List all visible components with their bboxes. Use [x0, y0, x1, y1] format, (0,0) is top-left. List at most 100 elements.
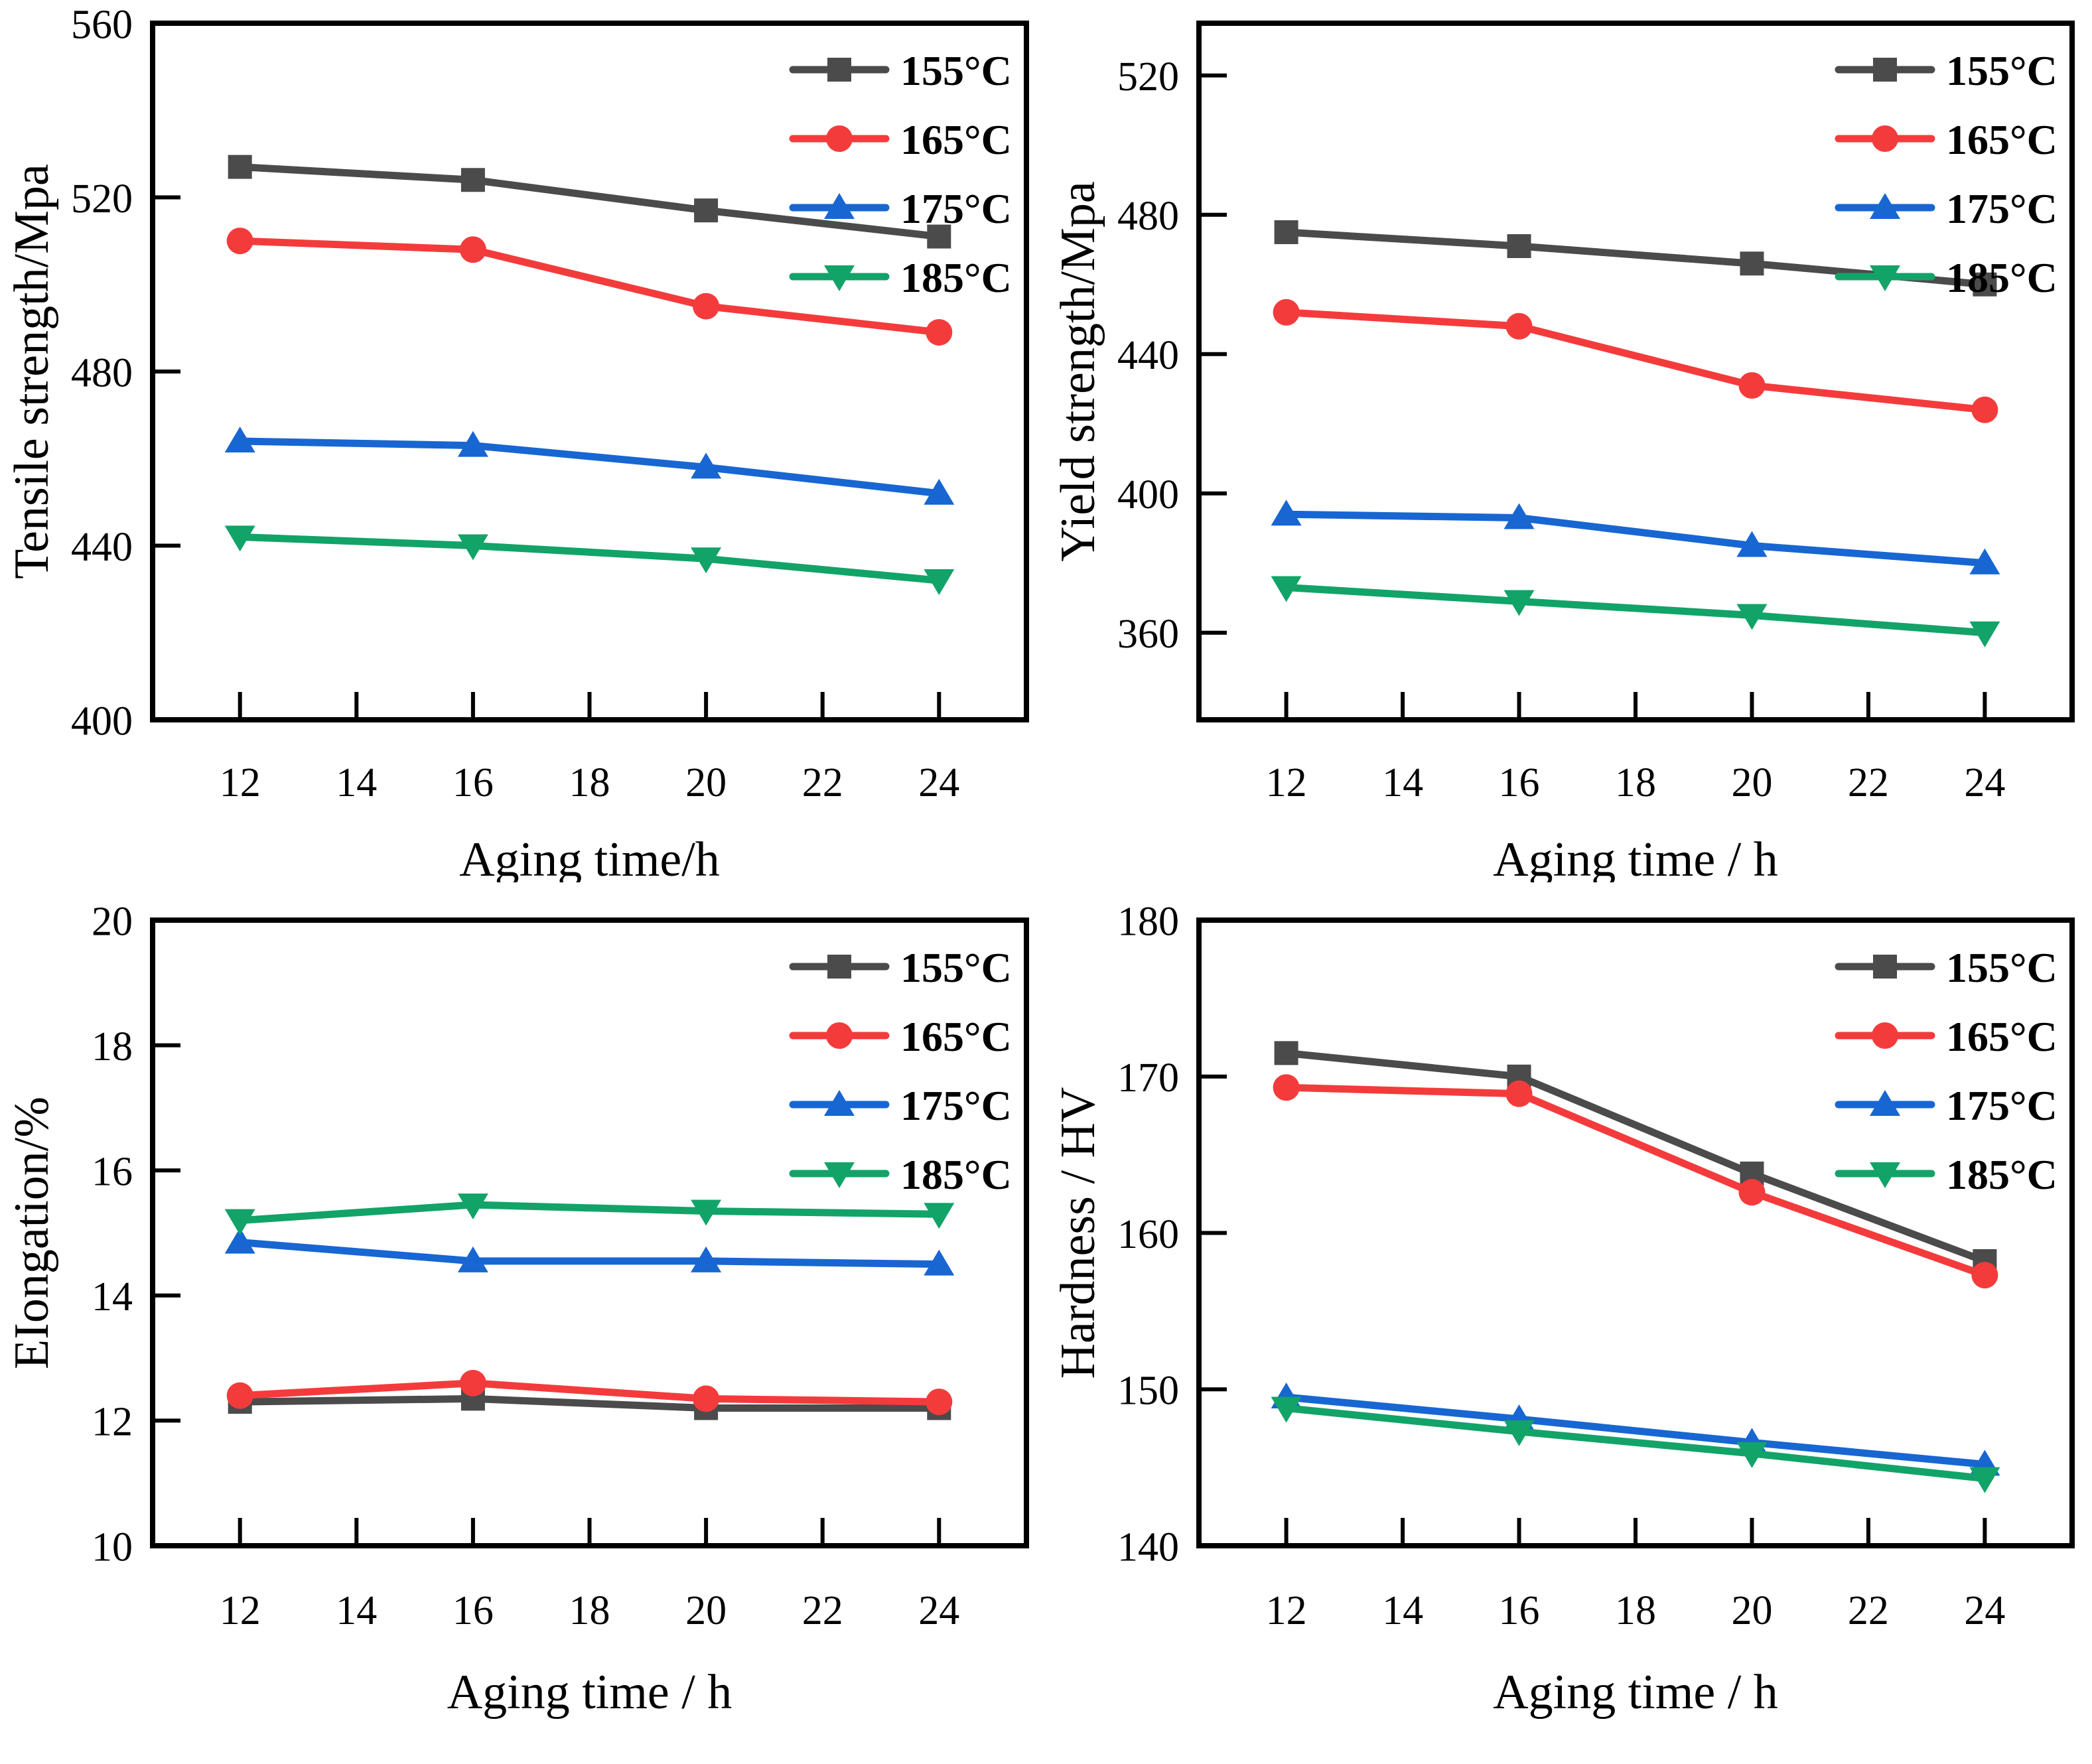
- y-tick-label: 180: [1117, 899, 1179, 944]
- legend-marker-165C: [1872, 1022, 1898, 1049]
- series-line-185C: [236, 1201, 943, 1225]
- x-tick-label: 16: [453, 760, 494, 805]
- legend-label-175C: 175°C: [1946, 185, 2057, 232]
- plot-border: [1196, 917, 2075, 1548]
- cell-hardness: 140 150 160 170 180 12 14 16 18 20 22 24 Aging time …: [1046, 882, 2092, 1764]
- y-tick-label: 140: [1117, 1525, 1179, 1570]
- data-point-175C: [1503, 503, 1535, 529]
- y-tick-label: 14: [92, 1274, 133, 1320]
- x-tick-label: 18: [569, 1588, 610, 1633]
- series-line-175C: [236, 437, 943, 498]
- cell-tensile-strength: 400 440 480 520 560 12 14 16 18 20 22 24 Aging time/…: [0, 0, 1046, 882]
- data-point-175C: [1271, 500, 1302, 526]
- y-tick-label: 480: [71, 350, 133, 395]
- data-point-185C: [1503, 590, 1535, 616]
- y-axis-label: Tensile strength/Mpa: [5, 164, 59, 579]
- y-tick-label: 170: [1117, 1055, 1179, 1101]
- legend-marker-155C: [827, 58, 851, 82]
- data-point-175C: [691, 452, 722, 479]
- x-tick-label: 14: [1382, 1588, 1423, 1633]
- tensile-strength-chart: 400 440 480 520 560 12 14 16 18 20 22 24 Aging time/…: [5, 2, 1029, 882]
- data-point-165C: [693, 1385, 720, 1412]
- x-tick-label: 24: [1964, 1588, 2005, 1633]
- data-point-175C: [457, 431, 488, 457]
- x-tick-label: 20: [685, 1588, 727, 1633]
- data-point-165C: [459, 1369, 486, 1396]
- data-point-175C: [224, 1227, 255, 1254]
- legend-label-175C: 175°C: [900, 1082, 1012, 1129]
- legend-label-155C: 155°C: [900, 47, 1012, 94]
- data-point-165C: [1273, 299, 1300, 326]
- series-line-165C: [236, 1379, 943, 1406]
- data-point-185C: [924, 569, 955, 595]
- x-tick-label: 14: [336, 1588, 377, 1633]
- plot-border: [150, 21, 1029, 722]
- yield-strength-chart: 360 400 440 480 520 12 14 16 18 20 22 24 Aging time …: [1051, 21, 2075, 882]
- legend-marker-185C: [824, 265, 855, 291]
- x-axis-label: Aging time / h: [1493, 833, 1778, 882]
- y-tick-label: 520: [1117, 54, 1179, 100]
- x-tick-label: 20: [685, 760, 727, 805]
- legend-label-155C: 155°C: [1946, 47, 2057, 94]
- data-point-165C: [459, 236, 486, 263]
- data-point-155C: [694, 198, 719, 223]
- x-tick-label: 18: [1615, 760, 1656, 805]
- series-line-155C: [236, 163, 943, 241]
- series-line-155C: [236, 1394, 943, 1412]
- y-tick-label: 440: [1117, 333, 1179, 378]
- x-tick-label: 12: [1266, 760, 1307, 805]
- legend-marker-165C: [1872, 125, 1898, 152]
- legend-marker-175C: [1870, 1090, 1900, 1116]
- data-point-155C: [1507, 234, 1531, 258]
- series-line-155C: [1283, 1049, 1988, 1265]
- legend-label-175C: 175°C: [900, 185, 1012, 232]
- x-tick-label: 24: [918, 760, 959, 805]
- data-point-165C: [1505, 1080, 1533, 1107]
- data-point-155C: [1740, 251, 1764, 276]
- data-point-185C: [924, 1203, 955, 1229]
- legend-label-185C: 185°C: [1946, 1151, 2057, 1198]
- legend-label-175C: 175°C: [1946, 1082, 2057, 1129]
- data-point-165C: [1738, 372, 1766, 399]
- y-tick-label: 360: [1117, 612, 1179, 657]
- series-line-165C: [236, 237, 943, 336]
- x-tick-label: 14: [1382, 760, 1423, 805]
- x-axis-label: Aging time/h: [459, 833, 720, 882]
- x-tick-label: 14: [336, 760, 377, 805]
- data-point-155C: [1274, 220, 1298, 244]
- data-point-175C: [1969, 548, 2000, 575]
- series-line-175C: [236, 1239, 943, 1268]
- data-point-155C: [228, 155, 252, 179]
- data-point-185C: [1271, 576, 1302, 602]
- legend-marker-175C: [1870, 193, 1900, 219]
- y-tick-label: 150: [1117, 1369, 1179, 1414]
- y-tick-label: 20: [92, 899, 133, 944]
- elongation-chart: 10 12 14 16 18 20 12 14 16 18 20 22 24 Aging time / h…: [5, 899, 1029, 1720]
- data-point-155C: [1973, 272, 1997, 297]
- legend-marker-155C: [1873, 955, 1897, 979]
- data-point-165C: [926, 318, 953, 346]
- y-tick-label: 560: [71, 2, 133, 47]
- legend-label-165C: 165°C: [900, 116, 1012, 163]
- cell-yield-strength: 360 400 440 480 520 12 14 16 18 20 22 24 Aging time …: [1046, 0, 2092, 882]
- data-point-175C: [224, 427, 255, 452]
- x-tick-label: 22: [802, 1588, 843, 1633]
- x-tick-label: 20: [1731, 760, 1772, 805]
- y-tick-label: 480: [1117, 194, 1179, 239]
- data-point-175C: [691, 1246, 722, 1272]
- x-tick-label: 20: [1731, 1588, 1772, 1633]
- legend-marker-155C: [1873, 58, 1897, 82]
- data-point-165C: [1971, 396, 1998, 423]
- data-point-155C: [460, 168, 485, 192]
- data-point-185C: [1969, 1467, 2000, 1493]
- y-axis-label: EIongation/%: [5, 1097, 59, 1369]
- series-line-175C: [1283, 1393, 1988, 1468]
- legend-label-165C: 165°C: [900, 1013, 1012, 1060]
- x-tick-label: 16: [453, 1588, 494, 1633]
- data-point-175C: [1736, 531, 1768, 557]
- x-tick-label: 24: [918, 1588, 959, 1633]
- x-tick-label: 24: [1964, 760, 2005, 805]
- x-tick-label: 12: [220, 1588, 261, 1633]
- data-point-165C: [226, 1382, 253, 1409]
